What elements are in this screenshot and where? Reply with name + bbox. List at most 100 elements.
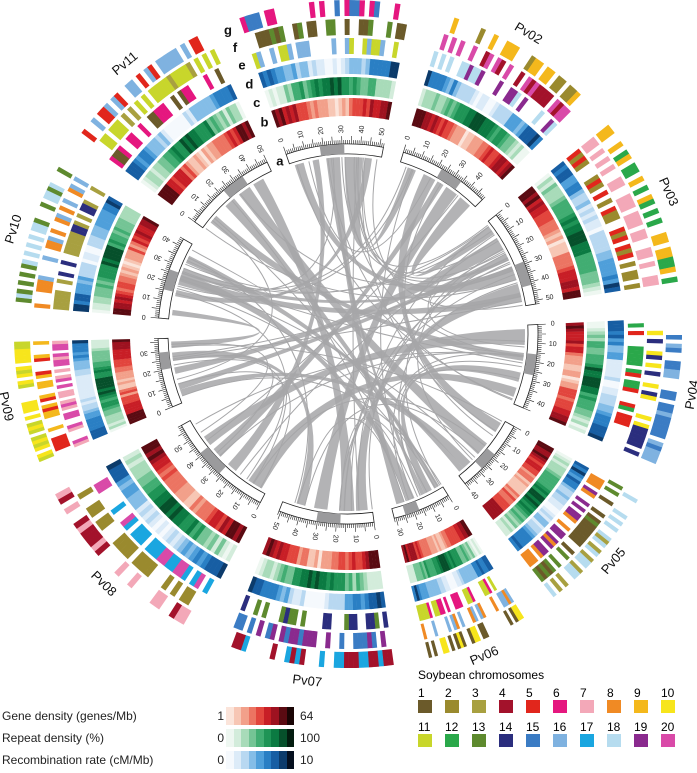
- track-bin: [114, 362, 133, 368]
- ideogram-tick: [512, 237, 517, 241]
- ideogram-tick: [532, 287, 537, 290]
- ideogram-tick: [534, 297, 539, 299]
- track-bin: [102, 133, 118, 147]
- soybean-legend-item: 10: [661, 686, 691, 713]
- track-bin: [141, 506, 157, 522]
- track-bin: [465, 87, 477, 104]
- track-bin: [173, 605, 187, 622]
- ideogram-tick-label: 10: [190, 192, 201, 202]
- track-bin: [196, 124, 211, 141]
- ideogram-tick: [498, 215, 502, 219]
- ideogram-tick: [419, 154, 422, 159]
- track-bin: [175, 115, 189, 131]
- chromosome-label-pv02: Pv02: [512, 19, 545, 47]
- ideogram-tick: [320, 141, 322, 146]
- soybean-color-swatch: [607, 734, 621, 747]
- soybean-color-swatch: [634, 700, 648, 713]
- track-bin: [203, 145, 218, 162]
- ideogram-tick: [443, 498, 446, 502]
- track-bin: [587, 540, 602, 555]
- track-bin: [269, 643, 279, 660]
- track-bin: [560, 541, 575, 556]
- track-bin: [25, 242, 43, 251]
- track-bin: [437, 75, 448, 92]
- ideogram-tick: [475, 189, 479, 194]
- repeat-density-track: [91, 76, 605, 591]
- track-bin: [626, 360, 643, 367]
- ideogram-tick: [283, 146, 287, 155]
- track-bin: [462, 85, 473, 103]
- track-bin: [165, 150, 181, 167]
- track-bin: [555, 450, 573, 462]
- track-bin: [461, 519, 473, 536]
- track-bin: [657, 401, 675, 410]
- ideogram-tick: [473, 188, 477, 193]
- ideogram-tick: [373, 522, 376, 531]
- ideogram-tick: [532, 378, 537, 381]
- track-bin: [235, 525, 248, 544]
- track-bin: [462, 566, 472, 582]
- track-bin: [523, 55, 537, 72]
- ideogram-tick-label: 50: [378, 127, 386, 136]
- track-bin: [244, 120, 256, 139]
- track-bin: [85, 244, 103, 254]
- ideogram-tick: [229, 174, 235, 182]
- track-bin: [490, 128, 505, 145]
- track-bin: [500, 110, 514, 126]
- ideogram-tick-label: 50: [270, 521, 279, 531]
- synteny-link: [178, 371, 291, 489]
- track-bin: [39, 392, 56, 400]
- track-bin: [585, 359, 604, 366]
- track-bin: [348, 572, 353, 591]
- track-bin: [171, 478, 188, 494]
- track-bin: [532, 541, 547, 557]
- track-bin: [140, 93, 155, 109]
- track-bin: [627, 345, 644, 351]
- track-bin: [598, 494, 614, 507]
- track-bin: [497, 162, 513, 178]
- track-bin: [563, 360, 583, 366]
- track-bin: [182, 489, 199, 506]
- ideogram-tick: [524, 260, 533, 265]
- track-bin: [217, 539, 231, 558]
- track-bin: [553, 402, 573, 412]
- track-bin: [317, 571, 324, 590]
- track-bin: [446, 99, 458, 118]
- track-bin: [92, 355, 111, 360]
- track-bin: [646, 438, 664, 448]
- track-bin: [609, 180, 626, 193]
- track-bin: [569, 559, 584, 575]
- track-bin: [539, 507, 554, 521]
- soybean-color-swatch: [472, 734, 486, 747]
- soybean-chromosome-number: 1: [418, 686, 425, 700]
- track-bin: [520, 552, 534, 568]
- ideogram-tick: [469, 479, 473, 484]
- track-bin: [523, 461, 540, 475]
- ideogram-tick: [457, 175, 461, 180]
- track-bin: [589, 148, 606, 162]
- track-bin: [311, 591, 318, 609]
- track-bin: [120, 211, 139, 223]
- synteny-link: [404, 183, 494, 437]
- track-bin: [490, 497, 505, 514]
- synteny-link: [185, 230, 493, 293]
- track-bin: [457, 129, 470, 148]
- ideogram-tick: [468, 183, 472, 188]
- track-bin: [99, 136, 115, 151]
- soybean-legend-title: Soybean chromosomes: [418, 668, 545, 682]
- track-bin: [123, 485, 140, 499]
- track-bin: [125, 135, 141, 150]
- track-bin: [112, 532, 129, 548]
- ideogram-tick: [155, 359, 160, 361]
- track-bin: [316, 99, 323, 118]
- track-bin: [187, 130, 202, 148]
- track-bin: [37, 275, 55, 283]
- ideogram-tick: [534, 298, 543, 301]
- track-bin: [607, 348, 624, 354]
- track-bin: [537, 509, 552, 524]
- track-bin: [649, 430, 667, 440]
- track-bin: [259, 30, 269, 48]
- track-bin: [441, 76, 452, 93]
- soybean-synteny-track-e: [52, 38, 645, 631]
- track-bin: [33, 357, 51, 363]
